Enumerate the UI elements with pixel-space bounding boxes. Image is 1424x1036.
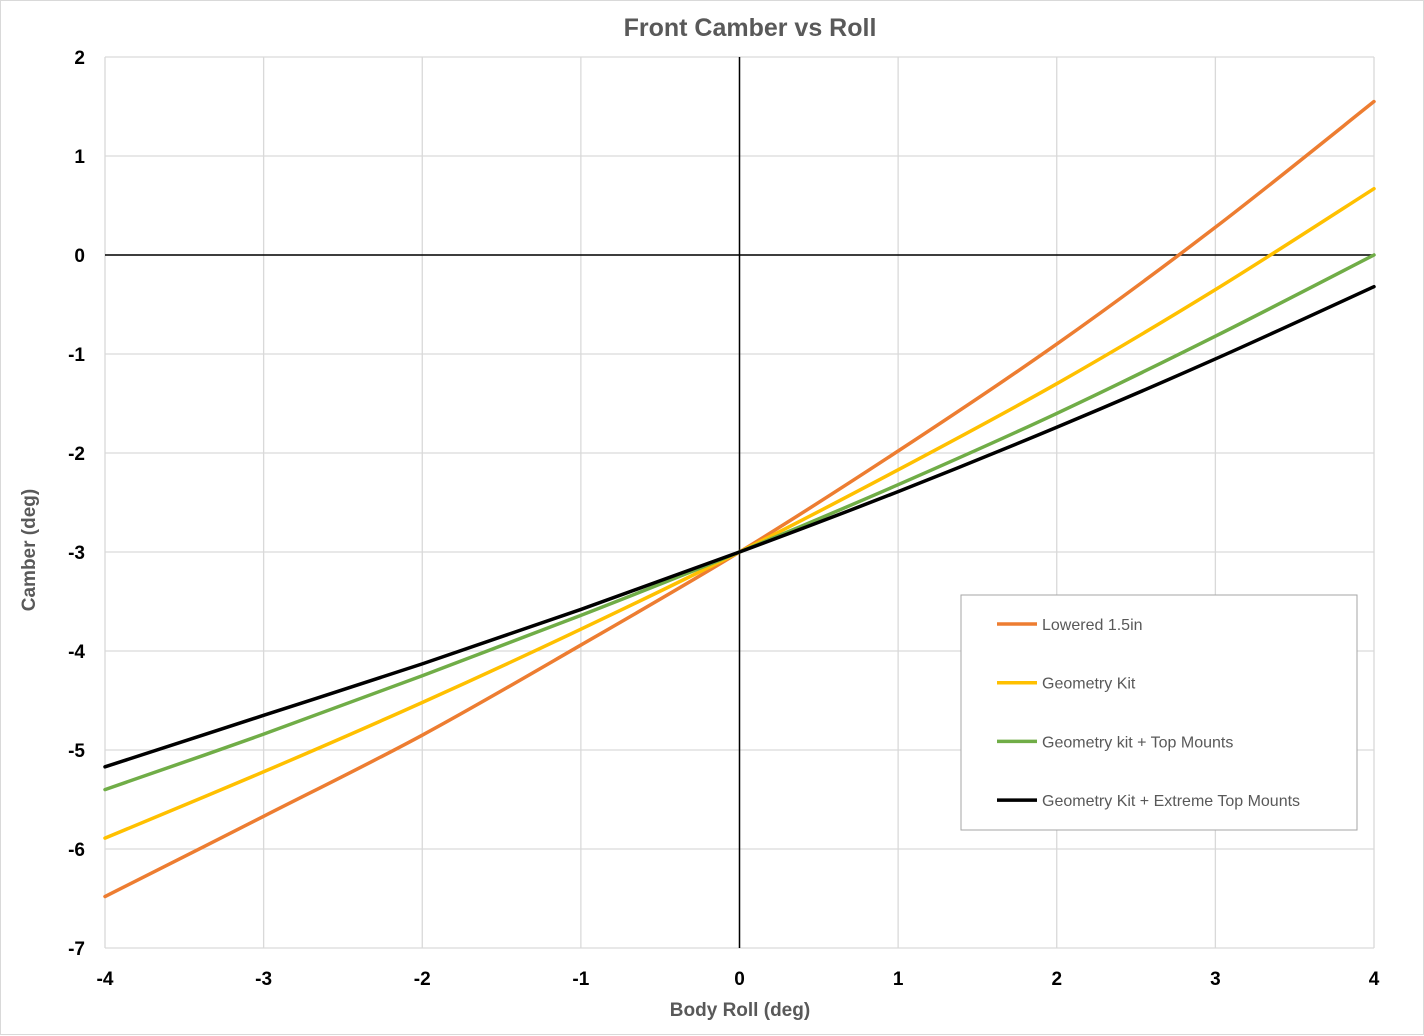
x-tick-label: -4	[97, 969, 114, 990]
x-tick-label: 2	[1051, 969, 1062, 990]
x-tick-label: -3	[255, 969, 272, 990]
chart-title: Front Camber vs Roll	[624, 14, 877, 42]
legend-box	[960, 594, 1358, 831]
legend-label: Geometry Kit	[1042, 676, 1136, 693]
x-tick-label: -1	[572, 969, 589, 990]
y-axis-title: Camber (deg)	[19, 489, 40, 611]
x-tick-label: -2	[414, 969, 431, 990]
x-axis-title: Body Roll (deg)	[670, 1000, 810, 1021]
y-tick-label: -1	[68, 345, 85, 366]
legend: Lowered 1.5in Geometry Kit Geometry kit + …	[960, 594, 1358, 831]
y-tick-label: -6	[68, 840, 85, 861]
x-tick-label: 3	[1210, 969, 1221, 990]
legend-label: Geometry Kit + Extreme Top Mounts	[1042, 793, 1300, 810]
y-tick-label: -4	[68, 642, 85, 663]
axes	[105, 57, 1374, 948]
legend-label: Geometry kit + Top Mounts	[1042, 734, 1233, 751]
x-tick-label: 4	[1369, 969, 1380, 990]
y-tick-label: -3	[68, 543, 85, 564]
x-tick-label: 1	[893, 969, 904, 990]
y-tick-label: -7	[68, 939, 85, 960]
y-tick-label: 1	[74, 147, 85, 168]
y-tick-label: -5	[68, 741, 85, 762]
y-tick-label: 0	[74, 246, 85, 267]
tick-labels: -4 -3 -2 -1 0 1 2 3 4 2 1 0 -1 -2 -3 -4 -5 -6 -7	[68, 48, 1380, 990]
legend-label: Lowered 1.5in	[1042, 617, 1143, 634]
series-lines	[103, 99, 1376, 899]
x-tick-label: 0	[734, 969, 745, 990]
y-tick-label: 2	[74, 48, 85, 69]
series-line-3	[103, 284, 1376, 769]
y-tick-label: -2	[68, 444, 85, 465]
